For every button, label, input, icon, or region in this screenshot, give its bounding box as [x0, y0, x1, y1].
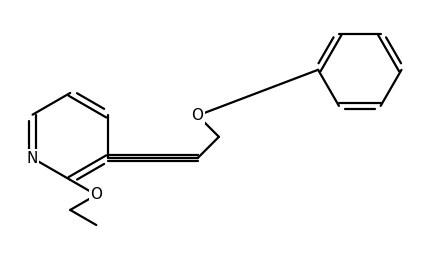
Text: N: N	[27, 151, 38, 166]
Text: O: O	[90, 187, 102, 202]
Text: O: O	[192, 108, 203, 123]
